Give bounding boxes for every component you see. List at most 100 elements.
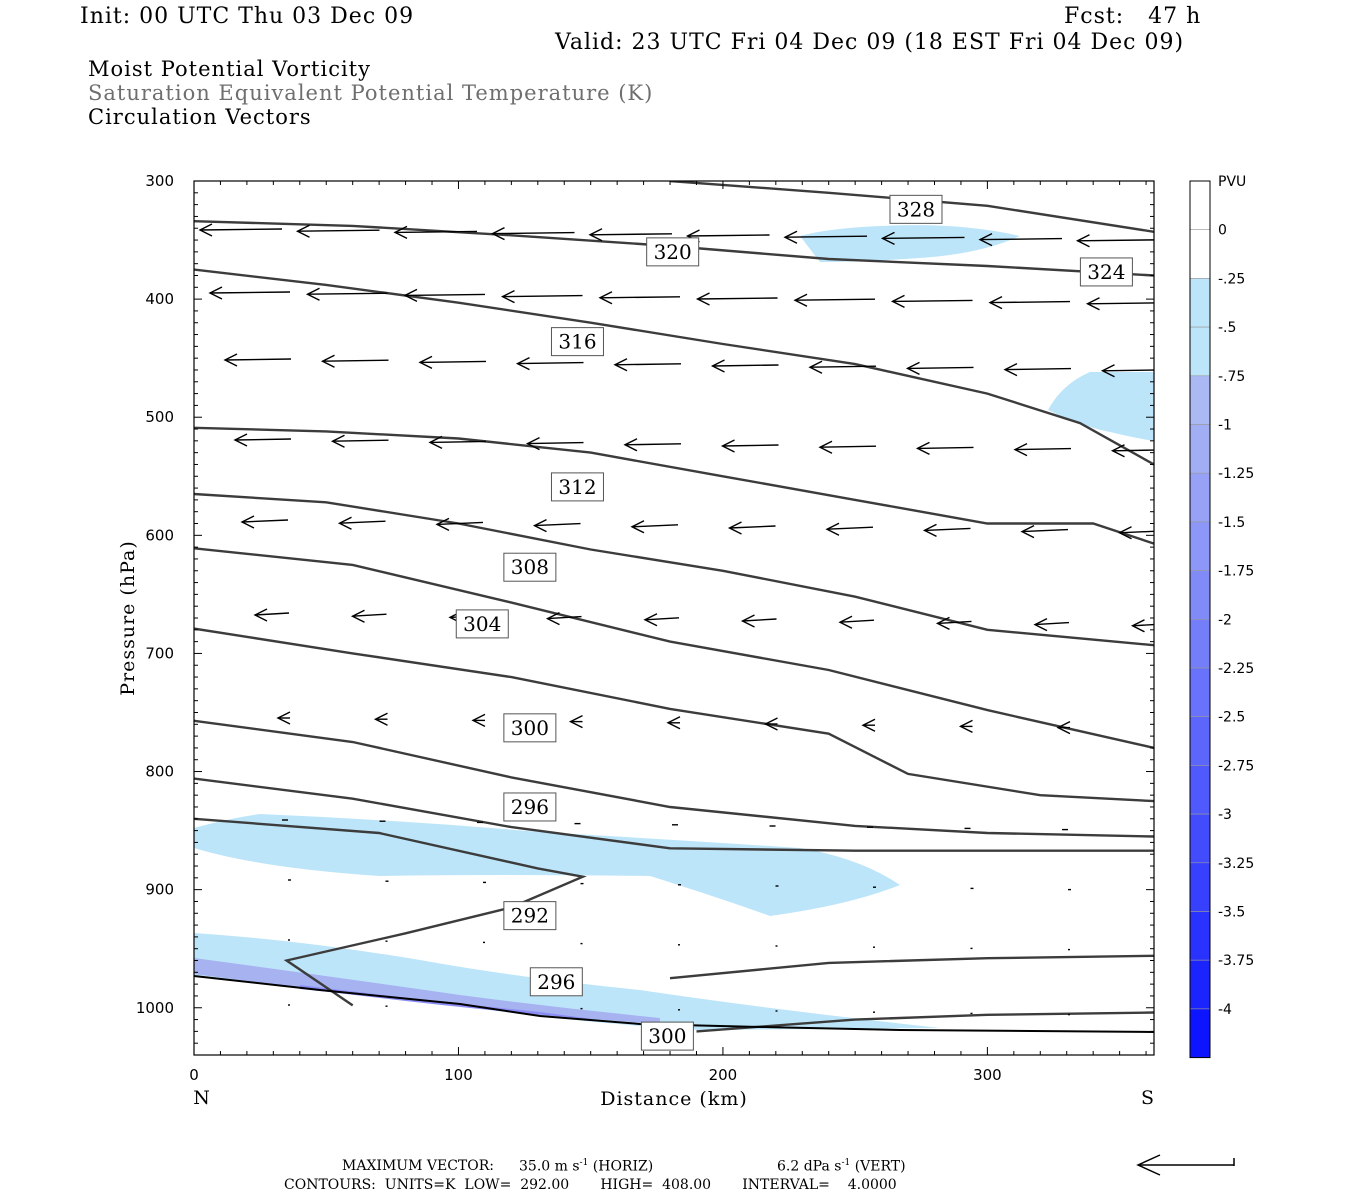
y-tick-label: 800 bbox=[145, 763, 174, 781]
colorbar-level-label: -1 bbox=[1218, 418, 1232, 434]
circulation-vector bbox=[419, 360, 487, 364]
circulation-vector-head bbox=[532, 518, 547, 533]
colorbar-swatch bbox=[1189, 813, 1211, 864]
circulation-vector-head bbox=[825, 522, 840, 536]
circulation-vector-head bbox=[763, 717, 778, 731]
circulation-vector-head bbox=[1020, 524, 1035, 539]
circulation-vector bbox=[339, 520, 386, 524]
contour-300-11 bbox=[696, 1011, 1154, 1033]
circulation-vector-head bbox=[428, 435, 443, 450]
contour-label-box bbox=[455, 609, 509, 639]
max-vector-vert: 6.2 dPa s-1 (VERT) bbox=[777, 1158, 906, 1175]
circulation-vector-head bbox=[233, 433, 248, 447]
circulation-vector bbox=[687, 234, 770, 237]
circulation-vector-head bbox=[838, 615, 853, 629]
south-label: S bbox=[1141, 1087, 1155, 1109]
circulation-vector-head bbox=[490, 226, 505, 241]
contour-label-box bbox=[550, 472, 604, 502]
y-axis-title: Pressure (hPa) bbox=[117, 540, 139, 696]
circulation-vector-head bbox=[295, 224, 310, 238]
circulation-vector bbox=[937, 620, 972, 625]
x-tick-label: 300 bbox=[973, 1066, 1002, 1084]
x-tick-label: 0 bbox=[189, 1066, 199, 1084]
circulation-vector bbox=[1004, 367, 1072, 371]
contour-label-300: 300 bbox=[648, 1024, 686, 1048]
max-vector-label: MAXIMUM VECTOR: bbox=[342, 1158, 494, 1174]
contour-296-8 bbox=[194, 777, 1154, 852]
circulation-vector bbox=[322, 359, 389, 362]
contour-info: CONTOURS: UNITS=K LOW= 292.00 HIGH= 408.… bbox=[284, 1177, 897, 1193]
circulation-vector bbox=[989, 300, 1071, 304]
field-title-mpv: Moist Potential Vorticity bbox=[88, 57, 371, 81]
circulation-vector bbox=[697, 297, 778, 300]
circulation-vector-head bbox=[613, 358, 628, 372]
terrain-line bbox=[193, 975, 1155, 1033]
colorbar-frame bbox=[1189, 180, 1211, 1059]
circulation-vector-head bbox=[727, 521, 742, 535]
colorbar-level-label: -3.75 bbox=[1218, 953, 1254, 969]
circulation-vector-head bbox=[623, 438, 638, 452]
pv-area-surface-mid bbox=[194, 958, 660, 1024]
contour-308-5 bbox=[194, 547, 1154, 750]
contour-label-box bbox=[503, 713, 557, 743]
colorbar-swatch bbox=[1189, 959, 1211, 1010]
colorbar-level-label: -3 bbox=[1218, 807, 1232, 823]
circulation-vectors bbox=[198, 223, 1154, 1016]
colorbar-level-label: -4 bbox=[1218, 1002, 1232, 1018]
colorbar-level-label: -3.25 bbox=[1218, 856, 1254, 872]
colorbar-swatch bbox=[1189, 472, 1211, 523]
circulation-vector-head bbox=[861, 718, 876, 732]
contour-label-300: 300 bbox=[511, 716, 549, 740]
circulation-vector-head bbox=[740, 614, 755, 628]
colorbar-title: PVU bbox=[1218, 174, 1246, 190]
circulation-vector bbox=[589, 233, 673, 236]
x-tick-label: 200 bbox=[709, 1066, 738, 1084]
circulation-vector-head bbox=[643, 613, 658, 627]
circulation-vector-head bbox=[337, 516, 352, 530]
max-vector-horiz: 35.0 m s-1 (HORIZ) bbox=[519, 1158, 654, 1175]
contour-label-box bbox=[503, 792, 557, 822]
y-tick-label: 600 bbox=[145, 526, 174, 544]
circulation-vector-head bbox=[922, 523, 937, 538]
circulation-vector bbox=[631, 524, 679, 528]
contour-label-312: 312 bbox=[558, 475, 596, 499]
contour-label-292: 292 bbox=[511, 904, 549, 928]
contour-304-6 bbox=[194, 627, 1154, 803]
circulation-vector-head bbox=[1013, 442, 1028, 457]
contour-label-box bbox=[529, 967, 583, 997]
circulation-vector-head bbox=[905, 361, 920, 376]
circulation-vector-head bbox=[1110, 444, 1125, 458]
circulation-vector-head bbox=[1085, 297, 1100, 311]
circulation-vector-head bbox=[1117, 526, 1132, 540]
circulation-vector bbox=[892, 299, 973, 303]
circulation-vector-head bbox=[588, 228, 603, 242]
y-tick-label: 400 bbox=[145, 290, 174, 308]
circulation-vector bbox=[784, 235, 868, 238]
circulation-vector-head bbox=[890, 294, 905, 309]
colorbar-swatch bbox=[1189, 667, 1211, 718]
colorbar-level-label: -1.75 bbox=[1218, 564, 1254, 580]
circulation-vector bbox=[224, 358, 292, 361]
circulation-vector bbox=[209, 291, 291, 294]
contour-label-320: 320 bbox=[654, 240, 692, 264]
colorbar-swatch bbox=[1189, 229, 1211, 279]
circulation-vector-head bbox=[435, 517, 450, 532]
circulation-vector bbox=[517, 361, 584, 365]
circulation-vector-head bbox=[1003, 362, 1018, 377]
contour-label-box bbox=[640, 1021, 694, 1051]
colorbar-level-label: -2.75 bbox=[1218, 758, 1254, 774]
circulation-vector-head bbox=[350, 609, 365, 623]
max-vector-arrow bbox=[1136, 1154, 1235, 1176]
axes: 300 400 500 600 700 800 900 1000 0 100 200 300 Dista… bbox=[117, 172, 1155, 1110]
circulation-vector-head bbox=[1075, 234, 1090, 248]
circulation-vector-head bbox=[500, 289, 515, 304]
circulation-vector bbox=[712, 364, 779, 367]
circulation-vector-head bbox=[783, 230, 798, 244]
circulation-vector-head bbox=[471, 713, 486, 728]
contour-300-7 bbox=[194, 719, 1154, 838]
north-label: N bbox=[193, 1087, 211, 1109]
circulation-vector-head bbox=[393, 225, 408, 240]
y-tick-label: 1000 bbox=[136, 999, 174, 1017]
circulation-vector bbox=[882, 236, 965, 240]
